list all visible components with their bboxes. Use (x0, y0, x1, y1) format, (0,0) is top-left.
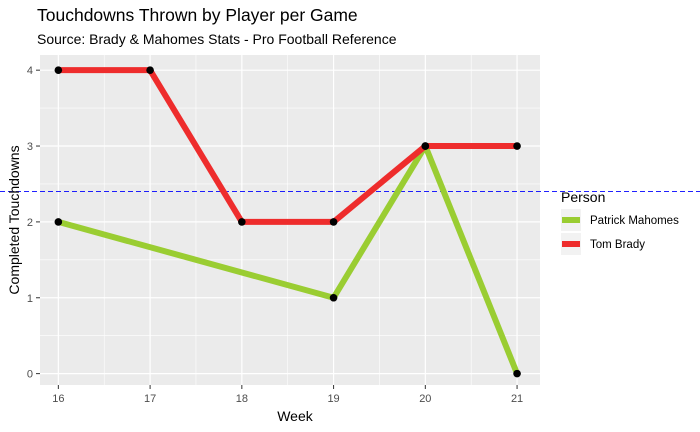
y-tick-label: 0 (27, 369, 33, 381)
chart-subtitle: Source: Brady & Mahomes Stats - Pro Foot… (37, 31, 397, 47)
data-point-patrick-mahomes (513, 369, 521, 378)
data-point-patrick-mahomes (329, 293, 338, 302)
legend: Person Patrick Mahomes Tom Brady (561, 189, 679, 255)
x-tick-label: 21 (511, 393, 523, 405)
series-line-tom-brady (58, 67, 518, 225)
legend-title: Person (561, 189, 605, 205)
legend-label: Tom Brady (590, 239, 645, 251)
x-tick-label: 18 (236, 393, 248, 405)
y-axis-title: Completed Touchdowns (6, 145, 22, 294)
data-point-tom-brady (54, 66, 63, 74)
chart-title: Touchdowns Thrown by Player per Game (37, 5, 358, 25)
x-tick-label: 20 (419, 393, 431, 405)
x-axis-title: Week (277, 408, 314, 424)
x-tick-label: 19 (327, 393, 339, 405)
data-point-tom-brady (513, 142, 521, 150)
y-tick-label: 2 (27, 217, 33, 229)
y-tick-label: 1 (27, 293, 33, 305)
data-point-tom-brady (238, 218, 246, 226)
y-tick-label: 4 (27, 65, 33, 77)
series-line-patrick-mahomes (57, 143, 520, 375)
legend-label: Patrick Mahomes (590, 215, 679, 227)
data-point-tom-brady (329, 218, 338, 226)
x-tick-label: 17 (144, 393, 156, 405)
y-tick-label: 3 (27, 141, 33, 153)
data-point-patrick-mahomes (54, 218, 63, 226)
data-point-tom-brady (146, 66, 154, 74)
x-tick-label: 16 (52, 393, 64, 405)
data-point-tom-brady (421, 142, 430, 150)
